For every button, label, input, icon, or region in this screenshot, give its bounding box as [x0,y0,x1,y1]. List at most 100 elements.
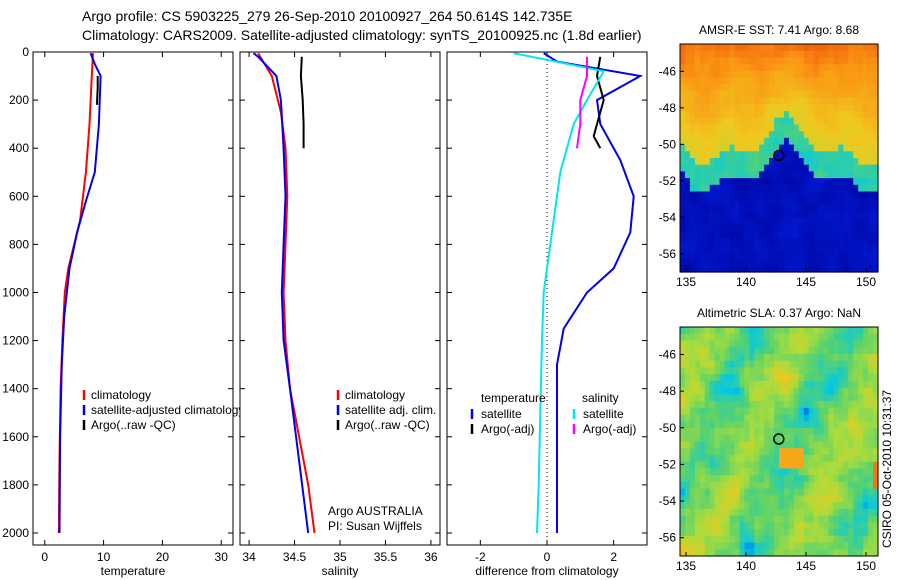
heatmap-cell [694,97,701,105]
heatmap-cell [788,124,795,132]
heatmap-cell [853,522,859,530]
heatmap-cell [833,225,839,233]
heatmap-cell [828,407,835,416]
heatmap-cell [853,421,859,429]
heatmap-cell [793,64,800,72]
heatmap-cell [808,70,815,79]
heatmap-cell [833,441,839,449]
heatmap-cell [868,549,874,557]
heatmap-cell [744,535,750,544]
heatmap-cell [803,542,810,550]
heatmap-cell [694,204,701,213]
heatmap-cell [684,137,691,146]
heatmap-cell [749,542,755,550]
heatmap-cell [863,211,869,219]
heatmap-cell [729,448,736,456]
heatmap-cell [769,407,775,416]
heatmap-cell [779,184,785,193]
heatmap-cell [863,258,869,266]
heatmap-cell [719,151,726,159]
heatmap-cell [769,387,775,395]
heatmap-cell [868,347,874,355]
heatmap-cell [873,327,879,335]
heatmap-cell [719,137,726,146]
heatmap-cell [724,461,731,470]
heatmap-cell [764,225,770,233]
heatmap-cell [719,522,726,530]
heatmap-cell [684,211,691,219]
heatmap-cell [764,535,770,544]
heatmap-cell [754,414,760,422]
heatmap-cell [709,144,716,152]
heatmap-cell [684,367,691,375]
heatmap-cell [779,367,785,375]
heatmap-cell [739,90,745,99]
heatmap-cell [694,211,701,219]
heatmap-cell [714,428,721,436]
heatmap-cell [714,488,721,496]
heatmap-cell [759,407,765,416]
heatmap-cell [709,231,716,240]
heatmap-cell [858,251,864,260]
heatmap-cell [774,522,780,530]
heatmap-cell [739,111,745,119]
heatmap-cell [848,441,854,449]
heatmap-cell [744,211,750,219]
heatmap-cell [739,137,745,146]
heatmap-cell [729,144,736,152]
heatmap-cell [788,151,795,159]
heatmap-cell [788,515,795,523]
heatmap-cell [828,104,835,112]
heatmap-cell [853,151,859,159]
heatmap-cell [774,394,780,402]
heatmap-cell [709,542,716,550]
heatmap-cell [759,401,765,409]
heatmap-cell [699,454,706,463]
heatmap-cell [783,97,790,105]
heatmap-cell [759,198,765,206]
heatmap-cell [734,245,740,253]
heatmap-cell [828,97,835,105]
heatmap-cell [788,401,795,409]
heatmap-cell [704,367,711,375]
heatmap-cell [813,50,820,59]
heatmap-cell [788,90,795,99]
heatmap-cell [739,515,745,523]
heatmap-cell [798,178,805,186]
heatmap-cell [714,454,721,463]
heatmap-cell [873,258,879,266]
heatmap-cell [769,97,775,105]
heatmap-cell [759,57,765,65]
heatmap-cell [788,211,795,219]
heatmap-cell [858,84,864,92]
heatmap-cell [798,428,805,436]
heatmap-cell [828,448,835,456]
heatmap-cell [843,231,849,240]
heatmap-cell [724,231,731,240]
heatmap-cell [754,57,760,65]
heatmap-cell [684,171,691,179]
heatmap-cell [754,508,760,517]
heatmap-cell [729,468,736,476]
heatmap-cell [783,137,790,146]
heatmap-cell [764,434,770,443]
heatmap-cell [744,327,750,335]
heatmap-cell [813,515,820,523]
heatmap-cell [694,333,701,342]
heatmap-cell [803,64,810,72]
heatmap-cell [863,178,869,186]
heatmap-cell [798,327,805,335]
heatmap-cell [833,97,839,105]
heatmap-cell [694,428,701,436]
heatmap-cell [808,90,815,99]
heatmap-cell [769,454,775,463]
heatmap-cell [818,124,825,132]
heatmap-cell [823,198,830,206]
heatmap-cell [680,522,686,530]
heatmap-cell [793,44,800,52]
heatmap-cell [863,144,869,152]
heatmap-cell [863,481,869,490]
heatmap-cell [754,394,760,402]
heatmap-cell [833,158,839,166]
heatmap-cell [774,178,780,186]
